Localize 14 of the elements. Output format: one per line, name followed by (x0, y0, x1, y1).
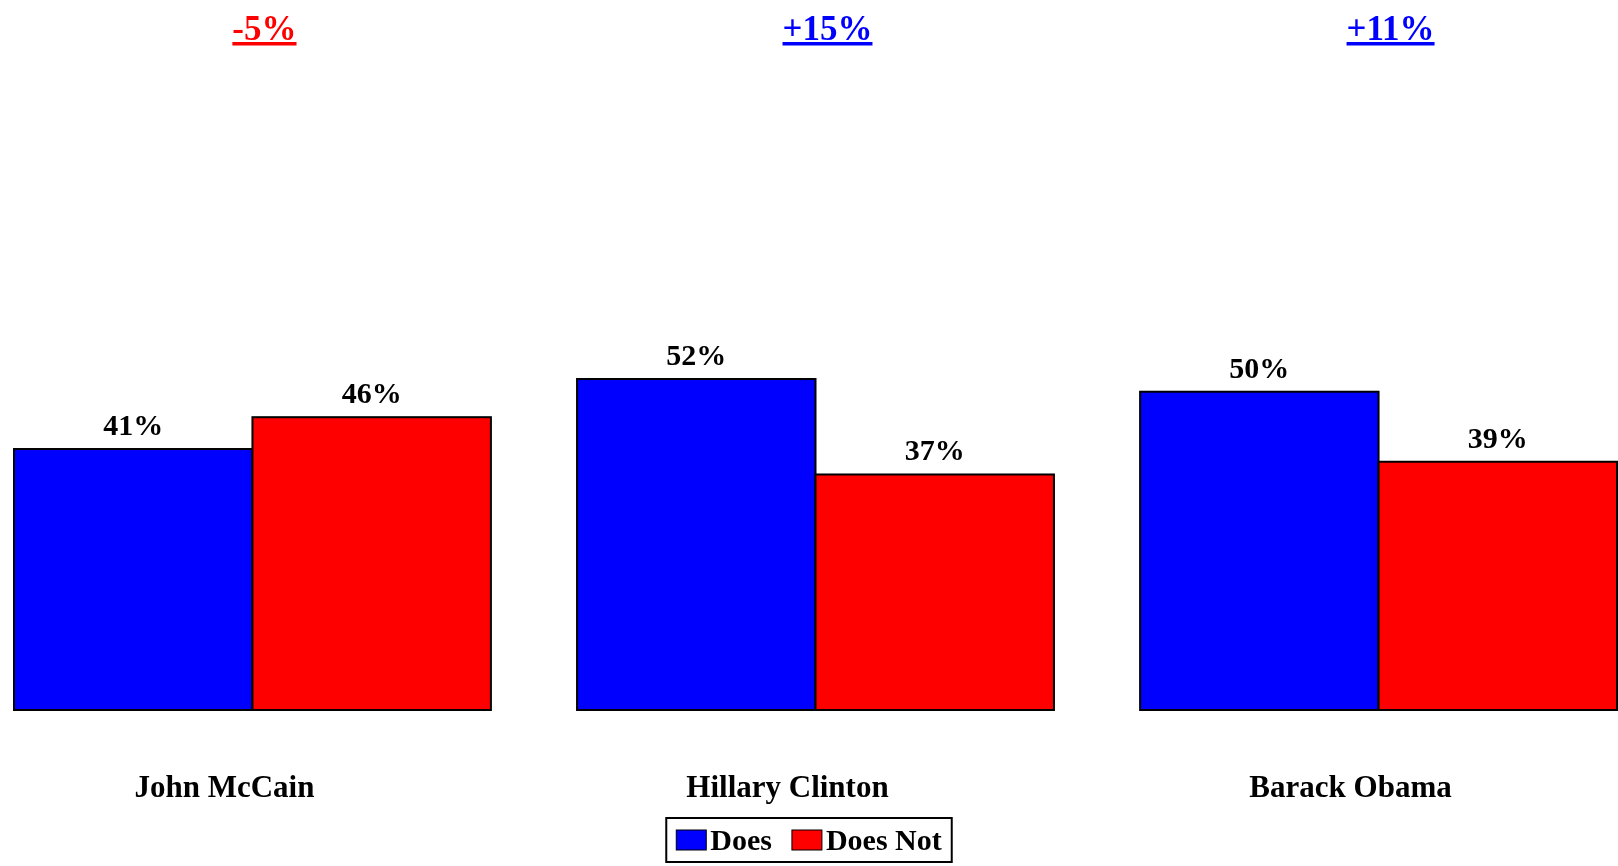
legend-label: Does Not (825, 823, 942, 856)
data-label: 46% (341, 376, 402, 410)
data-label: 50% (1229, 350, 1290, 384)
legend-label: Does (710, 823, 772, 856)
x-tick-label: Hillary Clinton (686, 769, 889, 804)
data-label: 37% (904, 433, 965, 467)
text: +15% (782, 9, 873, 48)
text: -5% (232, 9, 297, 48)
data-label: 39% (1467, 420, 1528, 454)
text: +11% (1346, 9, 1435, 48)
data-label: 41% (103, 408, 164, 442)
x-tick-label: John McCain (134, 769, 315, 804)
x-tick-label: Barack Obama (1249, 769, 1453, 804)
data-label: 52% (666, 338, 727, 371)
